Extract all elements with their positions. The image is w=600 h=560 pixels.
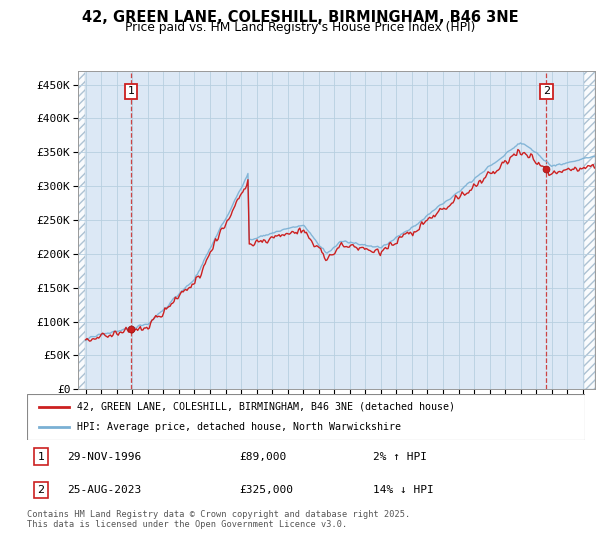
Text: 1: 1 xyxy=(37,451,44,461)
Text: 2: 2 xyxy=(543,86,550,96)
Text: 1: 1 xyxy=(127,86,134,96)
Text: Contains HM Land Registry data © Crown copyright and database right 2025.
This d: Contains HM Land Registry data © Crown c… xyxy=(27,510,410,529)
Bar xyxy=(78,71,85,389)
FancyBboxPatch shape xyxy=(27,394,585,440)
Text: 14% ↓ HPI: 14% ↓ HPI xyxy=(373,485,434,495)
Bar xyxy=(584,71,595,389)
Text: £89,000: £89,000 xyxy=(239,451,286,461)
Text: 42, GREEN LANE, COLESHILL, BIRMINGHAM, B46 3NE: 42, GREEN LANE, COLESHILL, BIRMINGHAM, B… xyxy=(82,10,518,25)
Text: 2: 2 xyxy=(37,485,44,495)
Text: 29-NOV-1996: 29-NOV-1996 xyxy=(67,451,142,461)
Text: 2% ↑ HPI: 2% ↑ HPI xyxy=(373,451,427,461)
Text: 25-AUG-2023: 25-AUG-2023 xyxy=(67,485,142,495)
Text: 42, GREEN LANE, COLESHILL, BIRMINGHAM, B46 3NE (detached house): 42, GREEN LANE, COLESHILL, BIRMINGHAM, B… xyxy=(77,402,455,412)
Text: HPI: Average price, detached house, North Warwickshire: HPI: Average price, detached house, Nort… xyxy=(77,422,401,432)
Text: Price paid vs. HM Land Registry's House Price Index (HPI): Price paid vs. HM Land Registry's House … xyxy=(125,21,475,34)
Text: £325,000: £325,000 xyxy=(239,485,293,495)
